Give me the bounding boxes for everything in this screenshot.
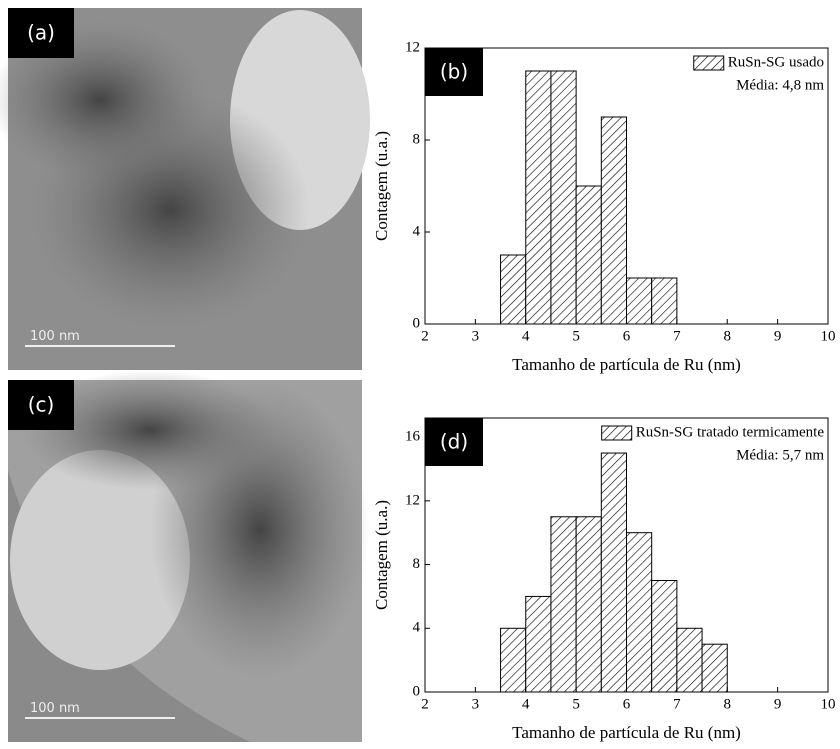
- bar: [575, 185, 602, 325]
- scale-bar-label: 100 nm: [30, 329, 80, 344]
- bar: [500, 627, 527, 693]
- y-tick-label: 16: [405, 429, 421, 445]
- x-tick-label: 5: [572, 696, 580, 712]
- x-tick-label: 8: [724, 696, 732, 712]
- bar: [525, 595, 552, 693]
- tem-image-c: (c) 100 nm: [8, 370, 370, 742]
- annotation: Média: 4,8 nm: [736, 77, 824, 93]
- bar: [500, 254, 527, 325]
- scale-bar-label: 100 nm: [30, 701, 80, 716]
- y-tick-label: 4: [413, 620, 421, 636]
- bar: [550, 516, 577, 693]
- y-axis-label: Contagem (u.a.): [372, 500, 391, 610]
- x-tick-label: 7: [673, 328, 681, 344]
- bar: [575, 516, 602, 693]
- panel-label: (d): [440, 430, 468, 454]
- x-tick-label: 2: [421, 328, 429, 344]
- y-tick-label: 12: [405, 492, 420, 508]
- bar: [600, 452, 627, 693]
- x-tick-label: 6: [623, 696, 631, 712]
- y-tick-label: 4: [413, 223, 421, 239]
- bar: [676, 627, 703, 693]
- annotation: Média: 5,7 nm: [736, 447, 824, 463]
- x-tick-label: 2: [421, 696, 429, 712]
- legend-swatch: [693, 55, 725, 71]
- x-tick-label: 8: [724, 328, 732, 344]
- x-tick-label: 3: [472, 328, 480, 344]
- bar: [651, 579, 678, 693]
- y-axis-label: Contagem (u.a.): [372, 131, 391, 241]
- panel-label: (a): [27, 21, 55, 45]
- tem-image-a: (a) 100 nm: [0, 8, 370, 370]
- x-tick-label: 4: [522, 328, 530, 344]
- y-tick-label: 12: [405, 39, 420, 55]
- panel-label: (c): [28, 393, 55, 417]
- x-tick-label: 6: [623, 328, 631, 344]
- panel-label-box: [425, 48, 483, 96]
- panel-label: (b): [440, 60, 468, 84]
- panel-label-box: [8, 8, 74, 58]
- y-tick-label: 8: [413, 556, 421, 572]
- legend-swatch: [601, 425, 633, 441]
- bar: [701, 643, 728, 693]
- bar: [651, 277, 678, 325]
- bar: [525, 70, 552, 325]
- x-tick-label: 5: [572, 328, 580, 344]
- legend-label: RuSn-SG tratado termicamente: [636, 424, 825, 440]
- x-tick-label: 7: [673, 696, 681, 712]
- panel-label-box: [425, 418, 483, 466]
- x-tick-label: 10: [821, 696, 836, 712]
- x-axis-label: Tamanho de partícula de Ru (nm): [512, 355, 741, 374]
- y-tick-label: 0: [413, 683, 421, 699]
- bar: [626, 277, 653, 325]
- bar: [550, 70, 577, 325]
- y-tick-label: 8: [413, 131, 421, 147]
- panel-label-box: [8, 380, 74, 430]
- x-tick-label: 9: [774, 328, 782, 344]
- legend-label: RuSn-SG usado: [728, 54, 824, 70]
- x-tick-label: 10: [821, 328, 836, 344]
- x-tick-label: 3: [472, 696, 480, 712]
- x-tick-label: 9: [774, 696, 782, 712]
- x-axis-label: Tamanho de partícula de Ru (nm): [512, 723, 741, 742]
- y-tick-label: 0: [413, 315, 421, 331]
- bar: [626, 532, 653, 693]
- bar: [600, 116, 627, 325]
- x-tick-label: 4: [522, 696, 530, 712]
